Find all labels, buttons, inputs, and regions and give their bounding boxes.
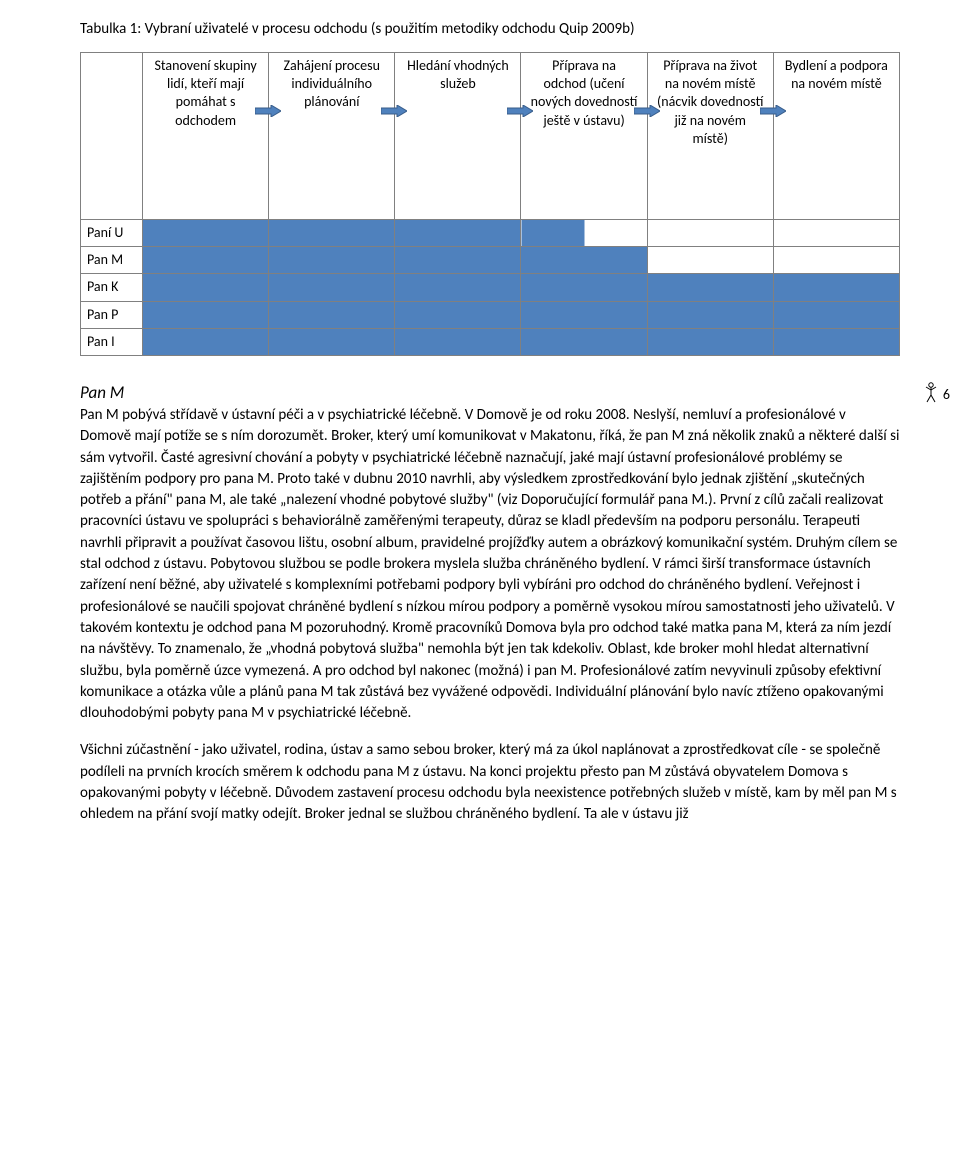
paragraph: Všichni zúčastnění - jako uživatel, rodi… xyxy=(80,740,900,825)
table-row: Pan M xyxy=(81,247,900,274)
header-text: Bydlení a podpora na novém místě xyxy=(780,57,893,93)
cell-filled xyxy=(521,328,647,355)
table-caption: Tabulka 1: Vybraní uživatelé v procesu o… xyxy=(80,20,900,38)
header-col-5: Příprava na život na novém místě (nácvik… xyxy=(647,53,773,220)
row-label: Paní U xyxy=(81,220,143,247)
cell-filled xyxy=(647,274,773,301)
arrow-icon xyxy=(507,105,533,117)
cell-filled xyxy=(269,274,395,301)
header-col-4: Příprava na odchod (učení nových dovedno… xyxy=(521,53,647,220)
page-number: 6 xyxy=(943,386,950,403)
header-col-2: Zahájení procesu individuálního plánován… xyxy=(269,53,395,220)
cell-half xyxy=(521,220,647,247)
row-label: Pan M xyxy=(81,247,143,274)
header-row: Stanovení skupiny lidí, kteří mají pomáh… xyxy=(81,53,900,220)
header-col-1: Stanovení skupiny lidí, kteří mají pomáh… xyxy=(143,53,269,220)
cell-filled xyxy=(269,328,395,355)
cell-filled xyxy=(773,274,899,301)
cell-filled xyxy=(395,220,521,247)
cell-filled xyxy=(143,328,269,355)
cell-filled xyxy=(269,301,395,328)
process-table: Stanovení skupiny lidí, kteří mají pomáh… xyxy=(80,52,900,356)
header-col-6: Bydlení a podpora na novém místě xyxy=(773,53,899,220)
cell-filled xyxy=(269,220,395,247)
cell-filled xyxy=(143,274,269,301)
person-icon xyxy=(923,382,939,407)
cell-empty xyxy=(773,247,899,274)
paragraph: Pan M pobývá střídavě v ústavní péči a v… xyxy=(80,405,900,724)
arrow-icon xyxy=(255,105,281,117)
cell-filled xyxy=(647,328,773,355)
cell-filled xyxy=(143,301,269,328)
cell-filled xyxy=(395,247,521,274)
cell-filled xyxy=(521,301,647,328)
row-label: Pan P xyxy=(81,301,143,328)
cell-empty xyxy=(773,220,899,247)
cell-filled xyxy=(521,247,647,274)
body-text: Pan M pobývá střídavě v ústavní péči a v… xyxy=(80,405,900,826)
cell-filled xyxy=(647,301,773,328)
cell-filled xyxy=(395,301,521,328)
header-text: Stanovení skupiny lidí, kteří mají pomáh… xyxy=(149,57,262,130)
table-row: Pan P xyxy=(81,301,900,328)
cell-filled xyxy=(395,274,521,301)
header-empty xyxy=(81,53,143,220)
header-text: Hledání vhodných služeb xyxy=(401,57,514,93)
table-row: Paní U xyxy=(81,220,900,247)
arrow-icon xyxy=(634,105,660,117)
header-text: Zahájení procesu individuálního plánován… xyxy=(275,57,388,112)
cell-filled xyxy=(395,328,521,355)
header-text: Příprava na odchod (učení nových dovedno… xyxy=(527,57,640,130)
cell-empty xyxy=(647,247,773,274)
page-number-badge: 6 xyxy=(923,382,950,407)
arrow-icon xyxy=(381,105,407,117)
cell-filled xyxy=(773,328,899,355)
cell-filled xyxy=(143,247,269,274)
cell-empty xyxy=(647,220,773,247)
cell-filled xyxy=(143,220,269,247)
arrow-icon xyxy=(760,105,786,117)
cell-filled xyxy=(521,274,647,301)
table-row: Pan K xyxy=(81,274,900,301)
header-text: Příprava na život na novém místě (nácvik… xyxy=(654,57,767,148)
row-label: Pan I xyxy=(81,328,143,355)
cell-filled xyxy=(269,247,395,274)
row-label: Pan K xyxy=(81,274,143,301)
header-col-3: Hledání vhodných služeb xyxy=(395,53,521,220)
cell-filled xyxy=(773,301,899,328)
table-row: Pan I xyxy=(81,328,900,355)
section-heading: Pan M xyxy=(80,382,900,403)
